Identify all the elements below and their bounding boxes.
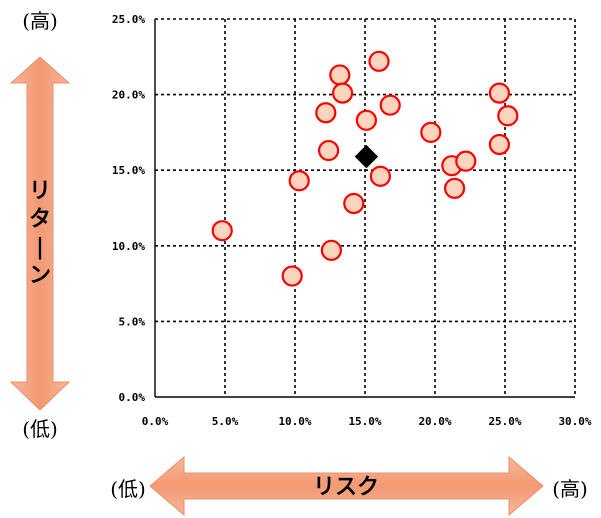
data-point [455, 150, 477, 172]
data-point [368, 50, 390, 72]
y-tick-label: 15.0% [112, 164, 145, 177]
y-tick-label: 25.0% [112, 13, 145, 26]
data-point [281, 265, 303, 287]
x-tick-label: 0.0% [142, 415, 169, 428]
gridlines [155, 18, 576, 397]
data-point [318, 139, 340, 162]
y-tick-label: 20.0% [112, 89, 145, 102]
data-point [497, 105, 519, 127]
y-tick-label: 10.0% [112, 240, 145, 253]
x-axis-label: リスク [313, 474, 379, 500]
data-point [288, 170, 310, 192]
risk-axis-arrow [149, 455, 544, 517]
x-high-label: (高) [552, 477, 588, 501]
y-tick-label: 0.0% [119, 391, 146, 404]
data-point [488, 82, 510, 104]
return-axis-arrow [9, 56, 71, 411]
x-tick-label: 30.0% [558, 415, 591, 428]
data-points [211, 50, 519, 287]
data-point [420, 121, 442, 143]
data-point [320, 239, 342, 261]
data-point [379, 94, 401, 116]
y-tick-label: 5.0% [119, 315, 146, 328]
x-tick-label: 20.0% [418, 415, 451, 428]
data-point [488, 133, 510, 156]
data-point [355, 109, 377, 131]
data-point [211, 220, 233, 242]
y-axis-label: リタ|ン [29, 178, 51, 288]
y-low-label: (低) [22, 417, 58, 441]
x-low-label: (低) [110, 477, 146, 501]
axes [154, 19, 575, 398]
tick-labels: 0.0% 5.0% 10.0% 15.0% 20.0% 25.0% 30.0% 0.0% 5.0… [112, 13, 592, 428]
data-point [343, 192, 365, 215]
data-point-diamond [354, 144, 379, 169]
x-tick-label: 25.0% [488, 415, 521, 428]
data-point [369, 165, 391, 187]
x-tick-label: 10.0% [278, 415, 311, 428]
data-point [332, 82, 354, 104]
x-tick-label: 15.0% [348, 415, 381, 428]
data-point [444, 177, 466, 199]
data-point [315, 102, 337, 124]
data-point [329, 64, 351, 86]
x-tick-label: 5.0% [212, 415, 239, 428]
y-high-label: (高) [22, 9, 58, 33]
